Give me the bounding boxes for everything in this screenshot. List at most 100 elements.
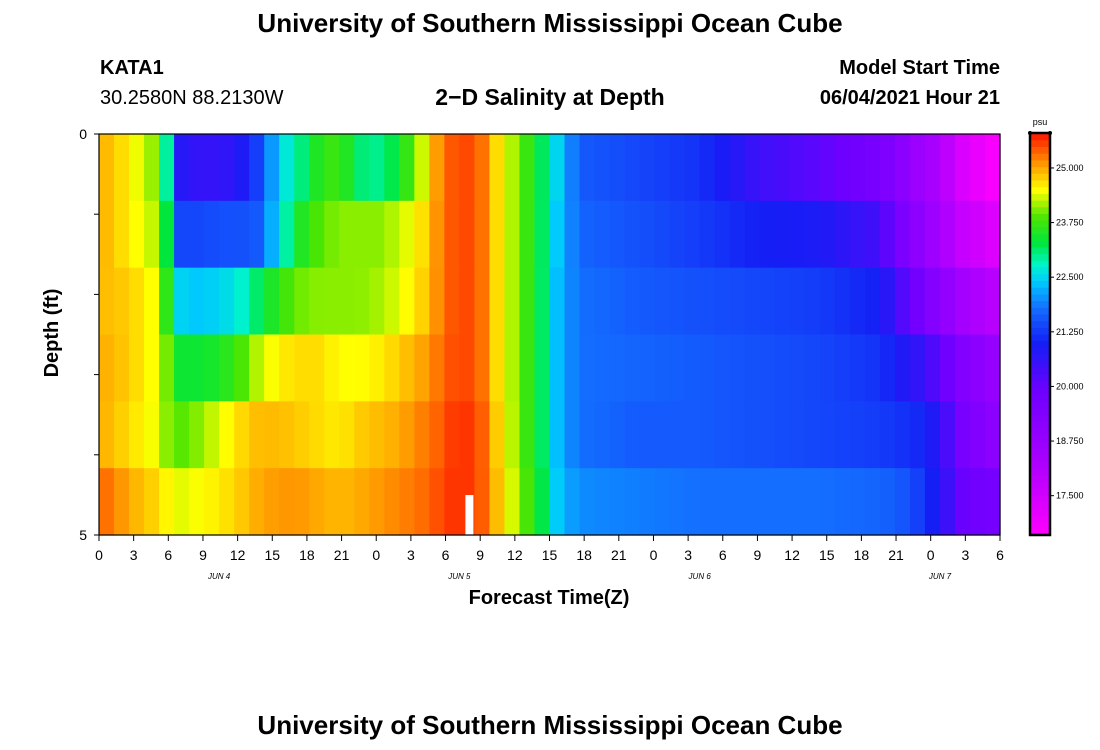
- heatmap-cell: [639, 468, 656, 536]
- heatmap-cell: [444, 267, 460, 336]
- heatmap-cell: [954, 200, 971, 269]
- heatmap-cell: [969, 334, 986, 402]
- heatmap-cell: [759, 334, 776, 402]
- heatmap-cell: [804, 200, 821, 269]
- heatmap-cell: [639, 200, 656, 269]
- heatmap-cell: [264, 134, 280, 202]
- colorbar-segment: [1030, 246, 1050, 255]
- colorbar-segment: [1030, 313, 1050, 322]
- heatmap-cell: [924, 401, 941, 469]
- heatmap-cell: [114, 200, 130, 269]
- heatmap-cell: [324, 200, 340, 269]
- heatmap-cell: [189, 134, 205, 202]
- heatmap-cell: [804, 401, 821, 469]
- heatmap-cell: [339, 468, 355, 536]
- heatmap-cell: [384, 134, 400, 202]
- x-tick-label: 21: [888, 547, 904, 563]
- heatmap-cell: [354, 134, 370, 202]
- heatmap-cell: [129, 200, 145, 269]
- heatmap-cell: [234, 267, 250, 336]
- heatmap-cell: [804, 468, 821, 536]
- x-tick-label: 6: [164, 547, 172, 563]
- heatmap-cell: [249, 267, 265, 336]
- x-tick-label: 9: [199, 547, 207, 563]
- heatmap-cell: [504, 468, 521, 536]
- heatmap-cell: [399, 334, 415, 402]
- heatmap-cell: [219, 267, 235, 336]
- colorbar-segment: [1030, 287, 1050, 295]
- heatmap-cell: [984, 267, 1001, 336]
- x-tick-label: 0: [95, 547, 103, 563]
- x-tick-label: 15: [264, 547, 280, 563]
- x-tick-label: 15: [819, 547, 835, 563]
- heatmap-cell: [789, 468, 806, 536]
- x-tick-label: 3: [130, 547, 138, 563]
- colorbar-segment: [1030, 501, 1050, 509]
- heatmap-cell: [324, 267, 340, 336]
- heatmap-cell: [279, 468, 295, 536]
- colorbar-segment: [1030, 193, 1050, 201]
- heatmap-cell: [789, 200, 806, 269]
- heatmap-cell: [204, 334, 220, 402]
- heatmap-cell: [684, 334, 701, 402]
- heatmap-cell: [924, 134, 941, 202]
- heatmap-cell: [774, 468, 791, 536]
- heatmap-cell: [969, 200, 986, 269]
- heatmap-cell: [759, 468, 776, 536]
- heatmap-cell: [144, 334, 160, 402]
- heatmap-cell: [969, 468, 986, 536]
- heatmap-cell: [279, 401, 295, 469]
- heatmap-cell: [789, 334, 806, 402]
- heatmap-cell: [174, 134, 190, 202]
- heatmap-cell: [204, 267, 220, 336]
- heatmap-cell: [444, 334, 460, 402]
- heatmap-cell: [519, 200, 536, 269]
- colorbar-segment: [1030, 380, 1050, 389]
- colorbar-segment: [1030, 514, 1050, 523]
- heatmap-cell: [744, 267, 761, 336]
- heatmap-cell: [414, 267, 430, 336]
- heatmap-cell: [99, 468, 115, 536]
- heatmap-cell: [729, 267, 746, 336]
- heatmap-cell: [429, 134, 445, 202]
- heatmap-cell: [729, 200, 746, 269]
- heatmap-cell: [189, 334, 205, 402]
- heatmap-cell: [789, 267, 806, 336]
- colorbar-tick-label: 23.750: [1056, 218, 1084, 228]
- heatmap-cell: [909, 200, 926, 269]
- x-tick-label: 0: [927, 547, 935, 563]
- heatmap-cell: [99, 134, 115, 202]
- heatmap-cell: [354, 334, 370, 402]
- colorbar-segment: [1030, 253, 1050, 261]
- colorbar-segment: [1030, 474, 1050, 482]
- heatmap-cell: [99, 401, 115, 469]
- heatmap-cell: [489, 134, 506, 202]
- heatmap-cell: [669, 468, 686, 536]
- colorbar-segment: [1030, 394, 1050, 402]
- heatmap-cell: [984, 134, 1001, 202]
- heatmap-cell: [774, 334, 791, 402]
- heatmap-cell: [579, 401, 596, 469]
- heatmap-cell: [579, 267, 596, 336]
- colorbar-segment: [1030, 447, 1050, 456]
- heatmap-cell: [954, 267, 971, 336]
- heatmap-cell: [864, 267, 881, 336]
- heatmap-cell: [699, 134, 716, 202]
- heatmap-cell: [309, 134, 325, 202]
- heatmap-cell: [654, 200, 671, 269]
- heatmap-cell: [234, 401, 250, 469]
- heatmap-cell: [669, 200, 686, 269]
- heatmap-cell: [939, 334, 956, 402]
- heatmap-cell: [234, 334, 250, 402]
- heatmap-cell: [159, 468, 175, 536]
- x-tick-label: 9: [754, 547, 762, 563]
- heatmap-cell: [549, 267, 566, 336]
- heatmap-cell: [129, 468, 145, 536]
- heatmap-cell: [309, 401, 325, 469]
- heatmap-cell: [819, 134, 836, 202]
- heatmap-cell: [984, 401, 1001, 469]
- heatmap-cell: [819, 200, 836, 269]
- colorbar-segment: [1030, 360, 1050, 369]
- heatmap-cell: [249, 134, 265, 202]
- x-tick-label: 3: [407, 547, 415, 563]
